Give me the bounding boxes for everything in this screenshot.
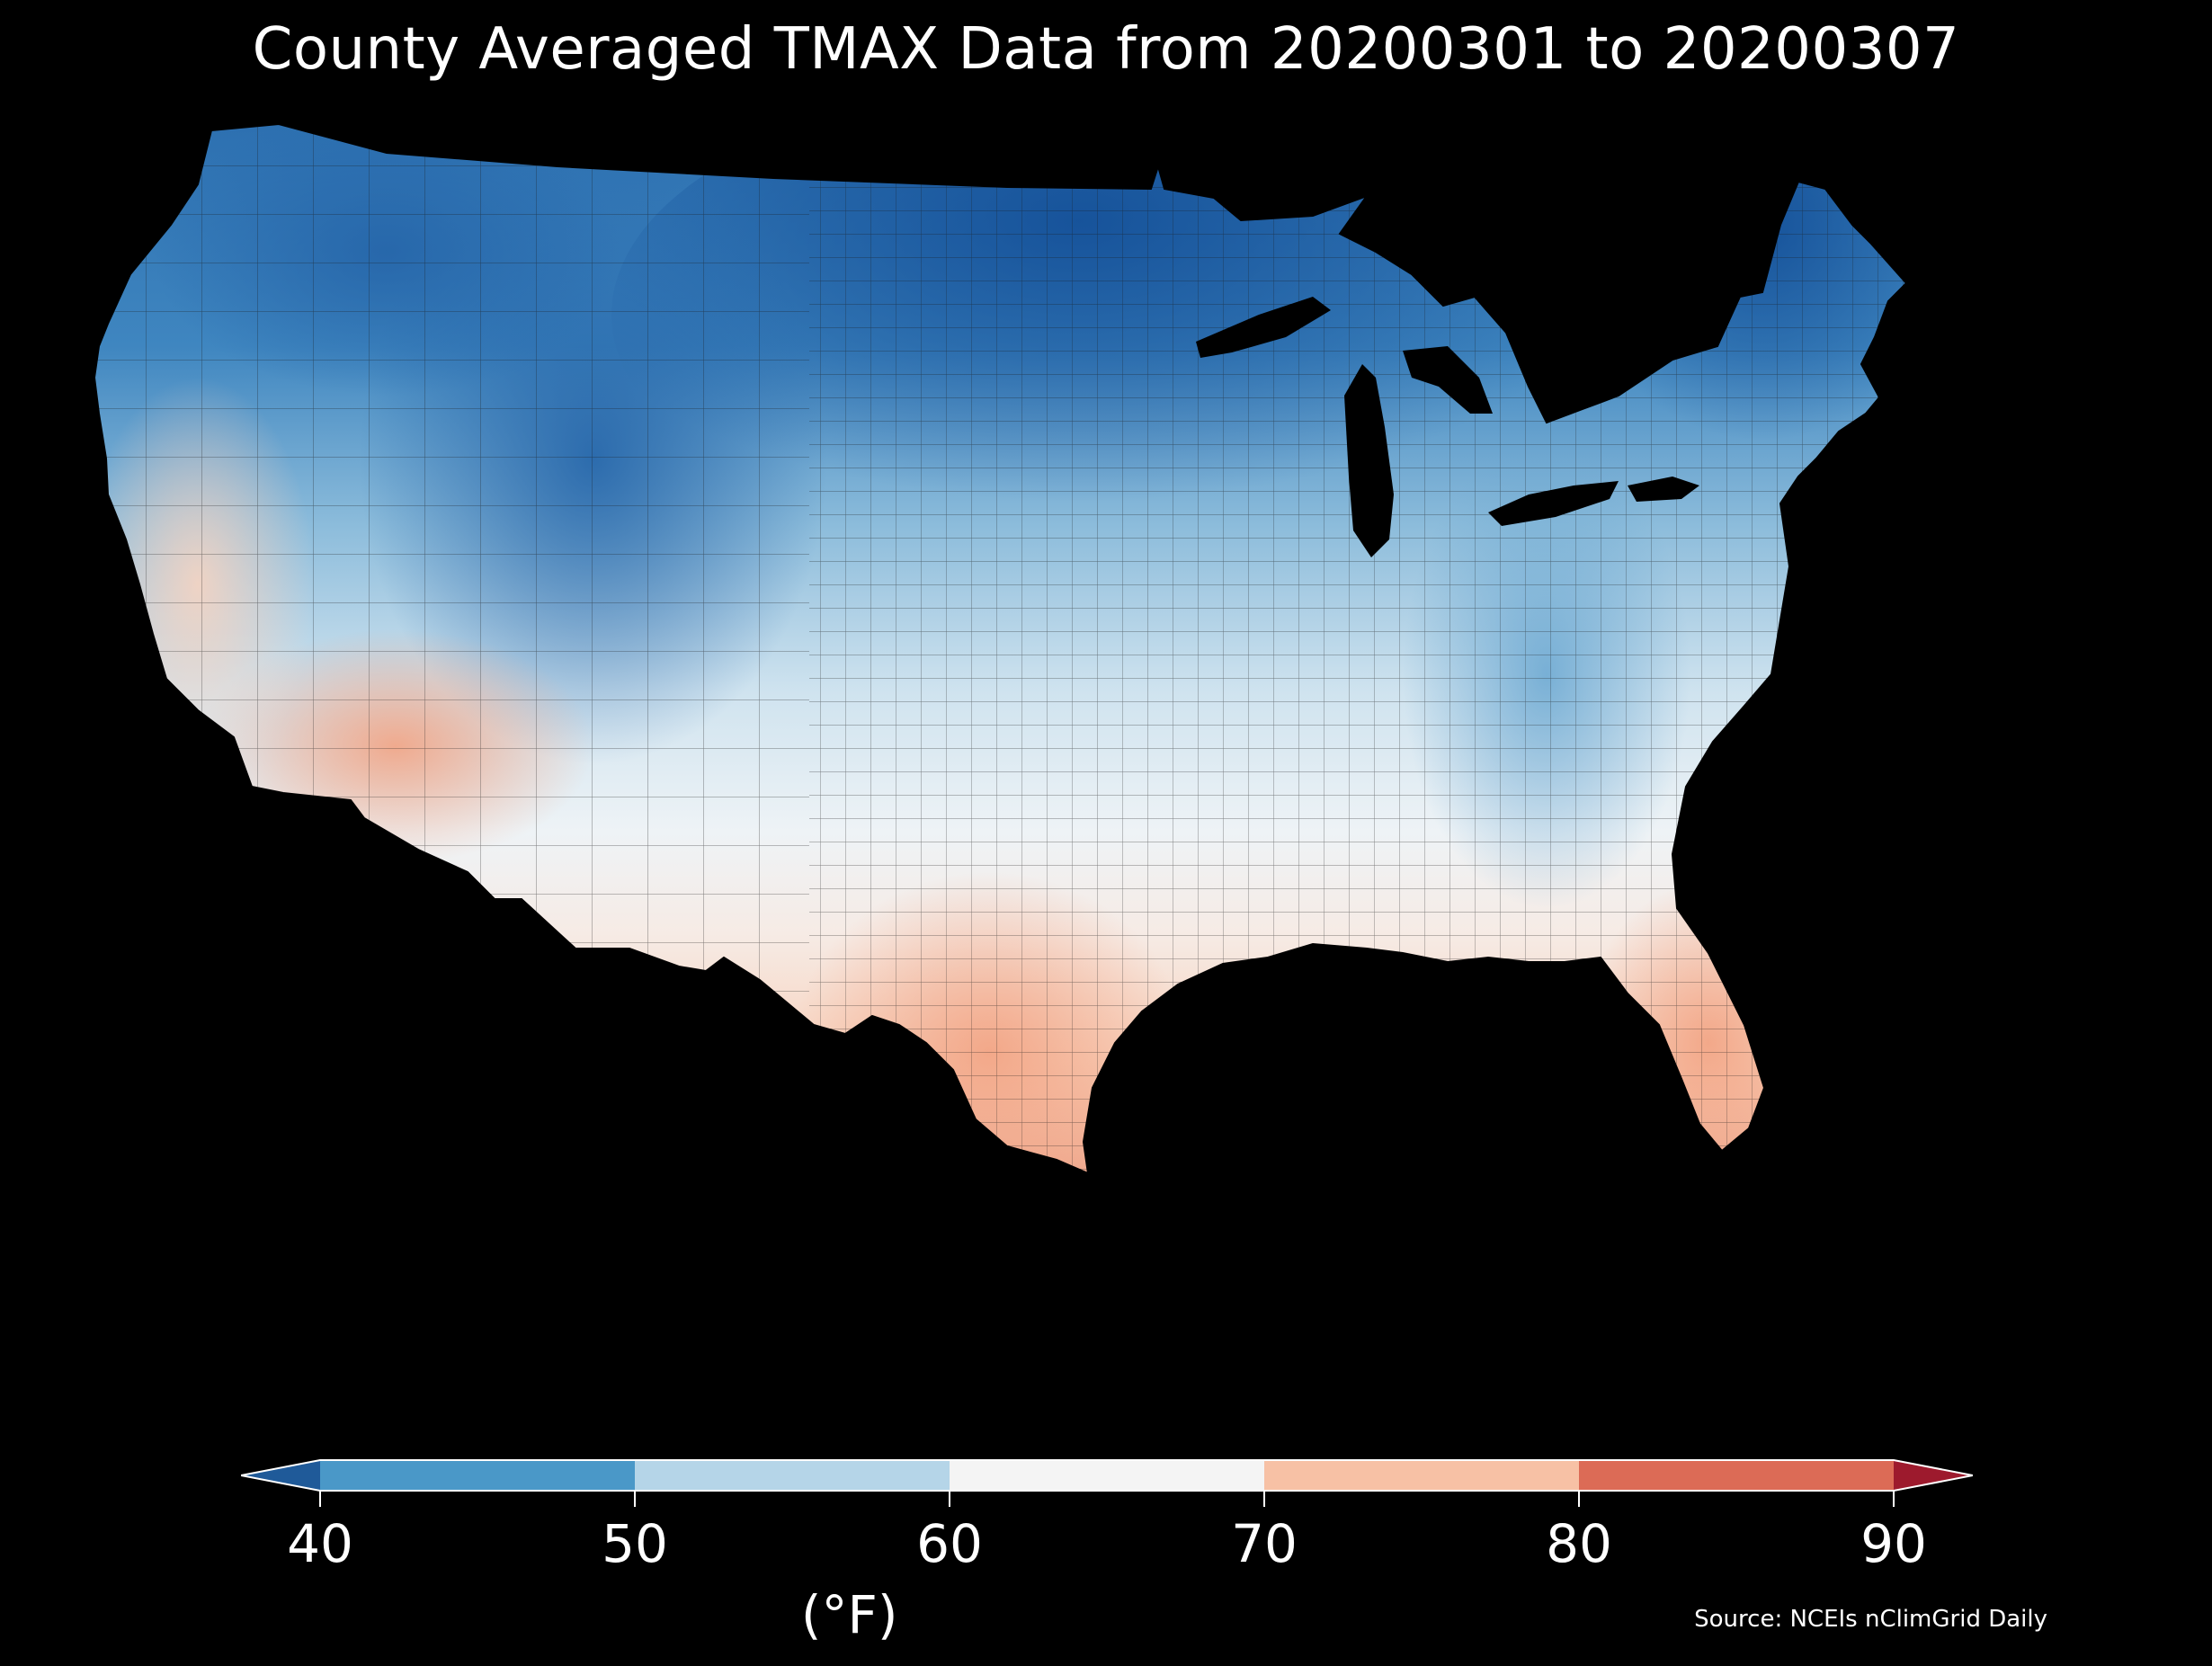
colorbar-tick-label: 40 [287,1513,353,1574]
colorbar-tick-label: 80 [1546,1513,1612,1574]
colorbar-tick-label: 50 [602,1513,668,1574]
colorbar-tick-label: 90 [1860,1513,1927,1574]
colorbar-unit-label: (°F) [800,1584,898,1645]
colorbar-legend [241,1444,1973,1507]
county-fill-layer [94,124,1906,1173]
map-title: County Averaged TMAX Data from 20200301 … [252,16,1960,83]
colorbar-segment-30-40 [241,1460,320,1491]
colorbar-segment-80-90 [1579,1460,1895,1491]
us-county-map [90,117,2122,1394]
colorbar-tick-label: 60 [916,1513,983,1574]
colorbar-segment-60-70 [950,1460,1265,1491]
great-lakes [1196,297,1699,557]
colorbar-segment-90-100 [1894,1460,1973,1491]
colorbar-segment-50-60 [635,1460,950,1491]
source-note: Source: NCEIs nClimGrid Daily [1694,1606,2047,1633]
colorbar-tick-label: 70 [1231,1513,1298,1574]
colorbar-segment-70-80 [1264,1460,1580,1491]
colorbar-segment-40-50 [320,1460,636,1491]
